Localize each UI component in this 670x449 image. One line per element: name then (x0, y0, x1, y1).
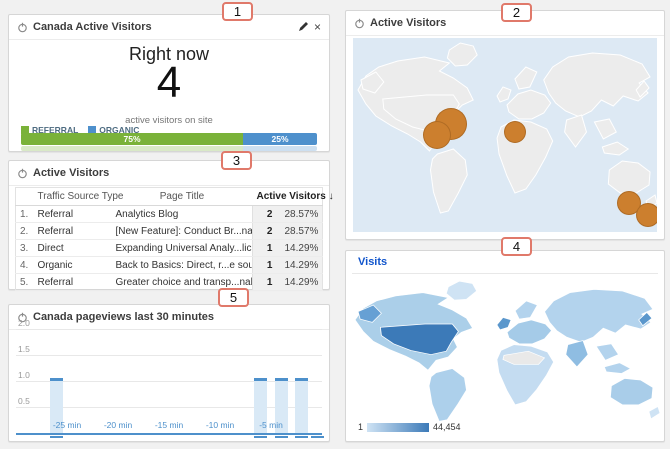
world-map-realtime (353, 38, 657, 232)
visits-title-link[interactable]: Visits (358, 256, 388, 268)
widget-header: Visits (352, 251, 658, 274)
legend-color-chip (88, 126, 97, 134)
baseline-tick (295, 436, 309, 438)
pageview-bar (254, 378, 268, 433)
widget-active-visitors-table: Active Visitors Traffic Source Type Page… (8, 160, 334, 291)
gridline (16, 329, 322, 330)
count-caption: active visitors on site (125, 115, 213, 126)
bar-segment (243, 146, 317, 151)
widget-title: Active Visitors (370, 17, 447, 29)
gridline (16, 381, 322, 382)
widget-visits-map: Visits 1 44,454 (345, 250, 665, 442)
bar-chart-plot: 2.0 1.5 1.0 0.5 -25 min -20 min -15 min -10 min… (16, 318, 322, 433)
close-icon[interactable]: × (313, 20, 321, 34)
widget-header: Active Visitors (346, 11, 664, 36)
table-row: 3. Direct Expanding Universal Analy...lic … (15, 239, 323, 257)
widget-pageviews-chart: Canada pageviews last 30 minutes 2.0 1.5 1… (8, 304, 330, 442)
table-header-row: Traffic Source Type Page Title Active Vi… (15, 187, 334, 206)
som-marker-4: 4 (501, 237, 532, 256)
gridline (16, 407, 322, 408)
widget-header: Active Visitors (9, 161, 329, 186)
right-now-label: Right now (128, 44, 210, 64)
visitor-bubble[interactable] (504, 121, 526, 143)
legend-gradient-bar (367, 422, 430, 432)
visitor-bubble[interactable] (423, 121, 451, 149)
gridline (16, 355, 322, 356)
widget-title: Canada Active Visitors (33, 21, 152, 33)
y-tick-label: 1.0 (18, 370, 30, 380)
widget-header: Canada pageviews last 30 minutes (9, 305, 329, 330)
x-tick-label: -15 min (154, 420, 184, 430)
bar-cap (295, 378, 309, 381)
table-row: 1. Referral Analytics Blog 2 28.57% (15, 205, 323, 223)
realtime-icon (354, 18, 365, 29)
bar-cap (274, 378, 288, 381)
world-map-svg (354, 280, 660, 422)
active-visitors-table: Traffic Source Type Page Title Active Vi… (15, 187, 334, 291)
realtime-icon (17, 312, 28, 323)
table-row: 4. Organic Back to Basics: Direct, r...e s… (15, 256, 323, 274)
column-traffic-source[interactable]: Traffic Source Type (33, 187, 123, 206)
traffic-stacked-bar: 75% 25% (21, 133, 317, 145)
som-marker-3: 3 (221, 151, 252, 170)
y-tick-label: 2.0 (18, 318, 30, 328)
pageview-bar (295, 378, 309, 433)
bar-cap (50, 378, 64, 381)
column-active-visitors-sorted[interactable]: Active Visitors ↓ (252, 187, 334, 206)
sort-desc-icon: ↓ (328, 191, 334, 202)
realtime-icon (17, 22, 28, 33)
edit-icon[interactable] (298, 21, 309, 34)
pageview-bar (274, 378, 288, 433)
x-tick-label: -25 min (52, 420, 82, 430)
active-visitor-count: 4 (156, 58, 182, 107)
realtime-icon (17, 168, 28, 179)
legend-item: ORGANIC (88, 125, 139, 135)
widget-title: Active Visitors (33, 167, 110, 179)
bar-segment: 75% (21, 133, 243, 145)
table-row: 2. Referral [New Feature]: Conduct Br...na… (15, 222, 323, 240)
x-tick-label: -5 min (259, 420, 283, 430)
pageview-bar (50, 378, 64, 433)
bar-segment: 25% (243, 133, 317, 145)
baseline-tick (50, 436, 64, 438)
som-marker-5: 5 (218, 288, 249, 307)
x-axis-line (16, 433, 322, 435)
legend-color-chip (21, 126, 29, 134)
visitor-bubble[interactable] (636, 203, 657, 227)
widget-canada-active-visitors: Canada Active Visitors × Right now 4 act… (8, 14, 330, 152)
choropleth-legend: 1 44,454 (358, 422, 461, 432)
column-page-title[interactable]: Page Title (111, 187, 253, 206)
legend-max: 44,454 (433, 422, 461, 432)
widget-header: Canada Active Visitors × (9, 15, 329, 40)
legend-min: 1 (358, 422, 364, 432)
baseline-tick (254, 436, 268, 438)
baseline-tick (311, 436, 325, 438)
y-tick-label: 0.5 (18, 396, 30, 406)
x-tick-label: -20 min (103, 420, 133, 430)
bar-cap (254, 378, 268, 381)
legend-item: REFERRAL (21, 125, 78, 135)
widget-active-visitors-map: Active Visitors (345, 10, 665, 240)
baseline-tick (274, 436, 288, 438)
widget-title: Canada pageviews last 30 minutes (33, 311, 214, 323)
traffic-legend: REFERRAL ORGANIC (21, 125, 139, 135)
x-tick-label: -10 min (205, 420, 235, 430)
som-marker-1: 1 (222, 2, 253, 21)
table-row: 5. Referral Greater choice and transp...na… (15, 273, 323, 291)
som-marker-2: 2 (501, 3, 532, 22)
world-map-visits (350, 277, 660, 437)
bar-segment (21, 146, 243, 151)
stacked-bar-reflection (21, 146, 317, 151)
y-tick-label: 1.5 (18, 344, 30, 354)
